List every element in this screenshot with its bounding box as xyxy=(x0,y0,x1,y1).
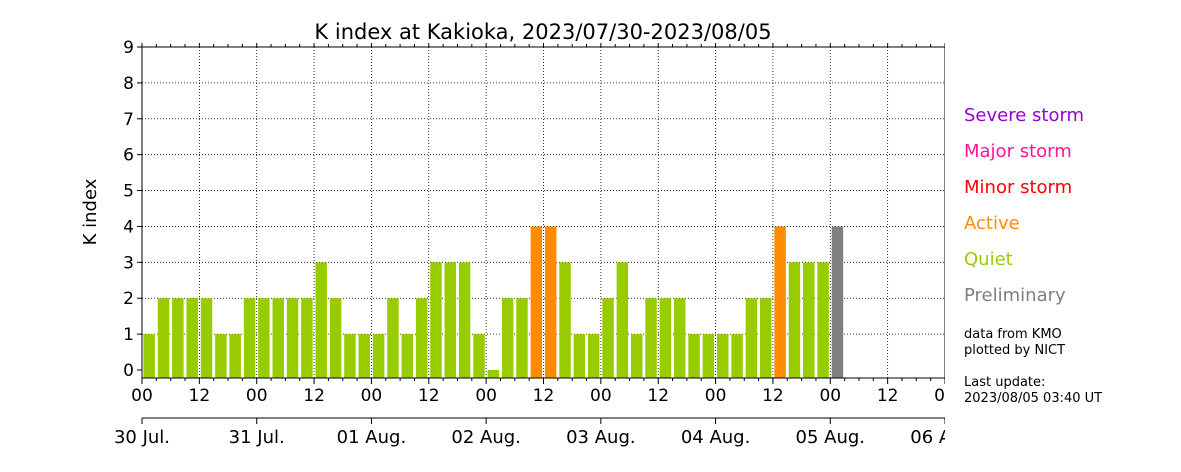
date-label: 31 Jul. xyxy=(229,427,285,448)
legend-major-storm: Major storm xyxy=(964,141,1072,162)
bar xyxy=(157,298,170,378)
date-label: 30 Jul. xyxy=(114,427,170,448)
bar xyxy=(831,226,844,378)
date-label: 04 Aug. xyxy=(681,427,751,448)
x-hour-label: 00 xyxy=(590,386,612,406)
date-label: 05 Aug. xyxy=(796,427,866,448)
y-tick-label: 4 xyxy=(123,217,134,237)
bar xyxy=(673,298,686,378)
y-tick-label: 6 xyxy=(123,146,134,166)
bar xyxy=(301,298,313,378)
bar xyxy=(243,298,256,378)
bar xyxy=(587,334,600,378)
bar xyxy=(501,298,514,378)
bar xyxy=(200,298,213,378)
legend-minor-storm: Minor storm xyxy=(964,177,1073,198)
y-tick-label: 2 xyxy=(123,289,134,309)
x-hour-label: 00 xyxy=(246,386,268,406)
bar xyxy=(229,334,241,378)
y-tick-label: 9 xyxy=(123,38,134,58)
legend-quiet: Quiet xyxy=(964,249,1013,270)
x-hour-label: 00 xyxy=(705,386,727,406)
y-tick-label: 3 xyxy=(123,253,134,273)
bar xyxy=(688,334,700,378)
bar xyxy=(358,334,370,378)
chart-title: K index at Kakioka, 2023/07/30-2023/08/0… xyxy=(314,20,771,44)
date-label: 01 Aug. xyxy=(337,427,407,448)
bar xyxy=(573,334,586,378)
source-note-2: plotted by NICT xyxy=(964,343,1066,358)
x-hour-label: 00 xyxy=(819,386,841,406)
x-hour-label: 00 xyxy=(934,386,945,406)
bar xyxy=(329,298,342,378)
y-axis-label: K index xyxy=(80,178,101,245)
x-hour-label: 12 xyxy=(762,386,784,406)
x-hour-label: 12 xyxy=(533,386,555,406)
bar xyxy=(745,298,758,378)
bar xyxy=(516,298,528,378)
bar xyxy=(387,298,399,378)
date-label: 06 Aug. xyxy=(910,427,945,448)
bar xyxy=(258,298,270,378)
date-label: 03 Aug. xyxy=(566,427,636,448)
x-hour-label: 12 xyxy=(189,386,211,406)
k-index-chart: K index at Kakioka, 2023/07/30-2023/08/0… xyxy=(80,20,945,448)
bar xyxy=(415,298,428,378)
legend-active: Active xyxy=(964,213,1020,234)
bar xyxy=(602,298,614,378)
bar xyxy=(315,262,327,378)
bar xyxy=(645,298,657,378)
bar xyxy=(630,334,643,378)
bars xyxy=(143,226,844,378)
date-label: 02 Aug. xyxy=(451,427,521,448)
bar xyxy=(544,226,557,378)
x-hour-label: 00 xyxy=(131,386,153,406)
bar xyxy=(286,298,299,378)
bar xyxy=(559,262,571,378)
bar xyxy=(344,334,356,378)
bar xyxy=(172,298,184,378)
update-timestamp: 2023/08/05 03:40 UT xyxy=(964,391,1103,406)
x-hour-label: 00 xyxy=(475,386,497,406)
x-hour-label: 12 xyxy=(647,386,669,406)
bar xyxy=(530,226,543,378)
bar xyxy=(731,334,743,378)
bar xyxy=(817,262,829,378)
bar xyxy=(186,298,198,378)
axis-ticks xyxy=(137,43,945,424)
bar xyxy=(215,334,227,378)
bar xyxy=(616,262,629,378)
y-tick-label: 8 xyxy=(123,74,134,94)
source-note-1: data from KMO xyxy=(964,327,1062,342)
legend-severe-storm: Severe storm xyxy=(964,105,1085,126)
bar xyxy=(444,262,457,378)
y-tick-label: 7 xyxy=(123,110,134,130)
y-tick-label: 1 xyxy=(123,325,134,345)
x-hour-label: 12 xyxy=(418,386,440,406)
y-tick-label: 0 xyxy=(123,361,134,381)
bar xyxy=(473,334,485,378)
bar xyxy=(774,226,786,378)
x-hour-label: 00 xyxy=(361,386,383,406)
tick-labels: 0123456789001200120012001200120012001200… xyxy=(114,38,945,448)
bar xyxy=(803,262,815,378)
bar xyxy=(702,334,715,378)
bar xyxy=(659,298,672,378)
x-hour-label: 12 xyxy=(303,386,325,406)
bar xyxy=(143,334,155,378)
bar xyxy=(487,370,500,378)
bar xyxy=(430,262,442,378)
y-tick-label: 5 xyxy=(123,182,134,202)
x-hour-label: 12 xyxy=(877,386,899,406)
bar xyxy=(788,262,801,378)
bar xyxy=(717,334,729,378)
bar xyxy=(401,334,414,378)
bar xyxy=(760,298,772,378)
bar xyxy=(372,334,385,378)
bar xyxy=(272,298,284,378)
update-label: Last update: xyxy=(964,375,1046,390)
legend-preliminary: Preliminary xyxy=(964,285,1066,306)
bar xyxy=(458,262,471,378)
